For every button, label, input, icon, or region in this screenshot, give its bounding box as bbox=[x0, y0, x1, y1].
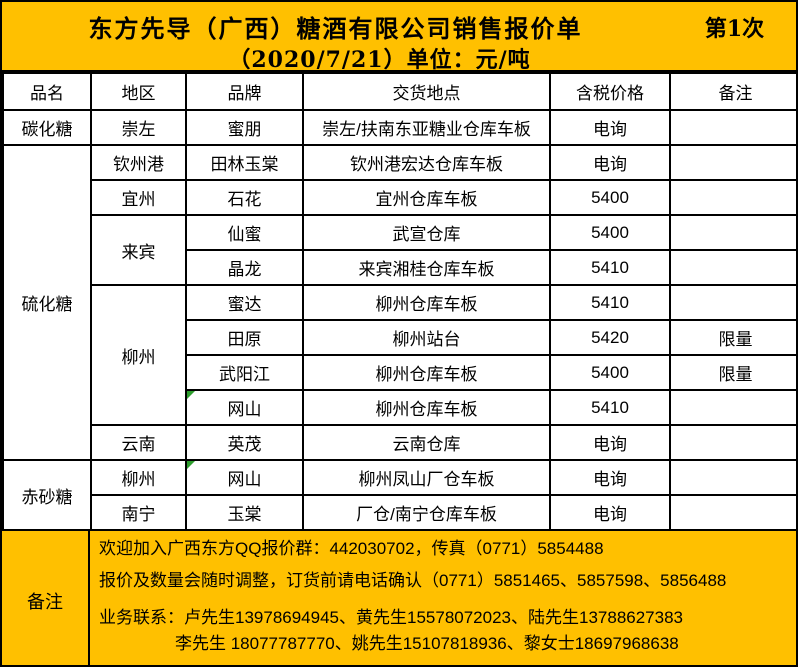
col-header-delivery: 交货地点 bbox=[302, 72, 551, 111]
cell-price: 5410 bbox=[549, 284, 671, 321]
cell-category: 碳化糖 bbox=[2, 109, 92, 146]
cell-region: 宜州 bbox=[90, 179, 187, 216]
cell-price: 电询 bbox=[549, 459, 671, 496]
cell-note: 限量 bbox=[669, 319, 796, 356]
cell-note bbox=[669, 424, 796, 461]
cell-note bbox=[669, 179, 796, 216]
cell-delivery: 柳州仓库车板 bbox=[302, 284, 551, 321]
table-row: 晶龙 来宾湘桂仓库车板 5410 bbox=[3, 249, 796, 286]
notes-label: 备注 bbox=[2, 531, 90, 665]
cell-note bbox=[669, 284, 796, 321]
cell-price: 5420 bbox=[549, 319, 671, 356]
cell-delivery: 柳州仓库车板 bbox=[302, 389, 551, 426]
cell-note bbox=[669, 214, 796, 251]
cell-note bbox=[669, 494, 796, 531]
cell-note bbox=[669, 389, 796, 426]
table-row: 碳化糖 崇左 蜜朋 崇左/扶南东亚糖业仓库车板 电询 bbox=[2, 109, 796, 146]
cell-region: 柳州 bbox=[90, 459, 187, 496]
col-header-region: 地区 bbox=[90, 72, 187, 111]
cell-delivery: 厂仓/南宁仓库车板 bbox=[302, 494, 551, 531]
table-row: 宜州 石花 宜州仓库车板 5400 bbox=[3, 179, 796, 216]
cell-note bbox=[669, 144, 796, 181]
cell-brand: 武阳江 bbox=[185, 354, 304, 391]
cell-brand: 蜜朋 bbox=[185, 109, 304, 146]
title-band: 东方先导（广西）糖酒有限公司销售报价单 第1次 （2020/7/21）单位：元/… bbox=[2, 2, 796, 73]
note-line-confirm: 报价及数量会随时调整，订货前请电话确认（0771）5851465、5857598… bbox=[99, 571, 727, 590]
cell-brand: 田原 bbox=[185, 319, 304, 356]
cell-brand: 田林玉棠 bbox=[185, 144, 304, 181]
cell-region: 云南 bbox=[90, 424, 187, 461]
cell-delivery: 宜州仓库车板 bbox=[302, 179, 551, 216]
cell-delivery: 钦州港宏达仓库车板 bbox=[302, 144, 551, 181]
notes-body: 欢迎加入广西东方QQ报价群：442030702，传真（0771）5854488 … bbox=[90, 531, 796, 665]
cell-region: 南宁 bbox=[90, 494, 187, 531]
brand-text: 网山 bbox=[227, 400, 262, 419]
brand-text: 网山 bbox=[227, 470, 262, 489]
cell-price: 电询 bbox=[549, 109, 671, 146]
cell-price: 电询 bbox=[549, 144, 671, 181]
cell-brand: 石花 bbox=[185, 179, 304, 216]
cell-price: 电询 bbox=[549, 424, 671, 461]
cell-category: 赤砂糖 bbox=[2, 459, 92, 531]
header-row: 品名 地区 品牌 交货地点 含税价格 备注 bbox=[2, 72, 796, 111]
cell-brand: 晶龙 bbox=[185, 249, 304, 286]
cell-category: 硫化糖 bbox=[2, 144, 92, 461]
cell-delivery: 柳州站台 bbox=[302, 319, 551, 356]
cell-region: 钦州港 bbox=[90, 144, 187, 181]
cell-price: 5400 bbox=[549, 354, 671, 391]
cell-brand: 网山 bbox=[185, 459, 304, 496]
table-row: 柳州 蜜达 柳州仓库车板 5410 bbox=[3, 284, 796, 426]
table-row: 云南 英茂 云南仓库 电询 bbox=[3, 424, 796, 461]
issue-number: 第1次 bbox=[704, 16, 765, 42]
date-unit-line: （2020/7/21）单位：元/吨 bbox=[228, 47, 531, 73]
cell-brand: 玉棠 bbox=[185, 494, 304, 531]
cell-brand: 仙蜜 bbox=[185, 214, 304, 251]
table-row: 赤砂糖 柳州 网山 柳州凤山厂仓车板 电询 bbox=[2, 459, 796, 531]
col-header-brand: 品牌 bbox=[185, 72, 304, 111]
cell-price: 5400 bbox=[549, 179, 671, 216]
cell-note: 限量 bbox=[669, 354, 796, 391]
note-line-qq-fax: 欢迎加入广西东方QQ报价群：442030702，传真（0771）5854488 bbox=[99, 539, 604, 558]
cell-region: 来宾 bbox=[90, 214, 187, 286]
cell-delivery: 武宣仓库 bbox=[302, 214, 551, 251]
price-table: 品名 地区 品牌 交货地点 含税价格 备注 碳化糖 崇左 蜜朋 崇左/扶南东亚糖… bbox=[2, 72, 796, 531]
cell-brand: 网山 bbox=[185, 389, 304, 426]
table-row: 硫化糖 钦州港 田林玉棠 钦州港宏达仓库车板 电询 bbox=[2, 144, 796, 461]
cell-note bbox=[669, 109, 796, 146]
table-row: 田原 柳州站台 5420 限量 bbox=[3, 319, 796, 356]
table-row: 南宁 玉棠 厂仓/南宁仓库车板 电询 bbox=[3, 494, 796, 531]
page-title: 东方先导（广西）糖酒有限公司销售报价单 bbox=[88, 14, 583, 43]
cell-brand: 英茂 bbox=[185, 424, 304, 461]
cell-region: 柳州 bbox=[90, 284, 187, 426]
comment-marker-icon bbox=[188, 462, 195, 469]
col-header-price: 含税价格 bbox=[549, 72, 671, 111]
cell-brand: 蜜达 bbox=[185, 284, 304, 321]
cell-price: 电询 bbox=[549, 494, 671, 531]
cell-price: 5410 bbox=[549, 249, 671, 286]
note-line-contacts: 业务联系：卢先生13978694945、黄先生15578072023、陆先生13… bbox=[99, 608, 684, 627]
table-row: 网山 柳州仓库车板 5410 bbox=[3, 389, 796, 426]
comment-marker-icon bbox=[188, 392, 195, 399]
cell-note bbox=[669, 459, 796, 496]
table-row: 来宾 仙蜜 武宣仓库 5400 bbox=[3, 214, 796, 286]
cell-delivery: 来宾湘桂仓库车板 bbox=[302, 249, 551, 286]
cell-price: 5400 bbox=[549, 214, 671, 251]
cell-delivery: 柳州仓库车板 bbox=[302, 354, 551, 391]
col-header-product: 品名 bbox=[2, 72, 92, 111]
cell-note bbox=[669, 249, 796, 286]
note-line-contacts2: 李先生 18077787770、姚先生15107818936、黎女士186979… bbox=[175, 634, 679, 653]
table-row: 武阳江 柳州仓库车板 5400 限量 bbox=[3, 354, 796, 391]
cell-delivery: 云南仓库 bbox=[302, 424, 551, 461]
notes-section: 备注 欢迎加入广西东方QQ报价群：442030702，传真（0771）58544… bbox=[2, 531, 796, 665]
col-header-note: 备注 bbox=[669, 72, 796, 111]
cell-region: 崇左 bbox=[90, 109, 187, 146]
cell-delivery: 崇左/扶南东亚糖业仓库车板 bbox=[302, 109, 551, 146]
cell-price: 5410 bbox=[549, 389, 671, 426]
cell-delivery: 柳州凤山厂仓车板 bbox=[302, 459, 551, 496]
